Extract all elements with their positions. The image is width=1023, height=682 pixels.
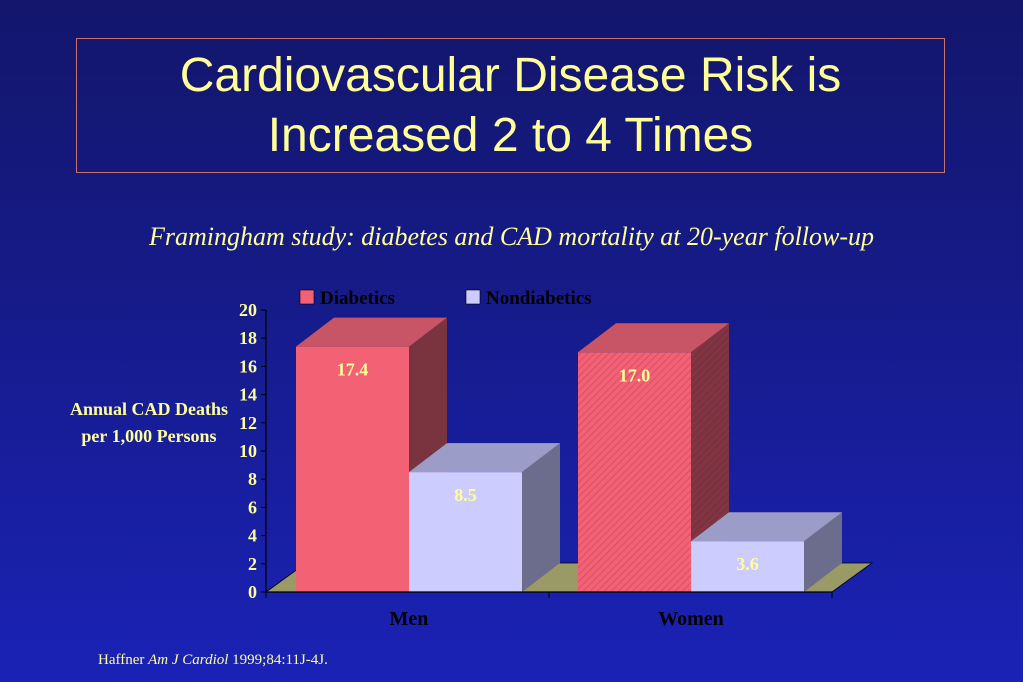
- citation: Haffner Am J Cardiol 1999;84:11J-4J.: [98, 652, 328, 669]
- y-tick-label: 12: [239, 413, 257, 433]
- y-tick-label: 8: [248, 469, 257, 489]
- bar-hatch-front: [578, 352, 691, 592]
- chart-axes: 0 2 4 6 8 10 12 14 16 18 20 Men Women: [239, 300, 833, 630]
- slide-title: Cardiovascular Disease Risk is Increased…: [179, 48, 842, 162]
- y-tick-label: 16: [239, 356, 257, 376]
- y-tick-label: 14: [239, 385, 257, 405]
- y-tick-label: 10: [239, 441, 257, 461]
- bar-nondiabetics-men: 8.5: [409, 443, 560, 592]
- bar-side-face: [522, 443, 560, 592]
- y-axis-label: Annual CAD Deaths per 1,000 Persons: [69, 399, 229, 446]
- legend-swatch-diabetics: [299, 289, 315, 305]
- bar-top-face: [409, 443, 560, 473]
- x-category-label-men: Men: [390, 608, 429, 630]
- legend-label-nondiabetics: Nondiabetics: [486, 288, 592, 309]
- bar-diabetics-women: 17.0: [578, 323, 729, 592]
- chart-bars: 17.4 8.5 17.0 3.6: [296, 317, 842, 592]
- bar-front-face: [409, 472, 522, 592]
- bar-side-face: [804, 512, 842, 592]
- bar-nondiabetics-women: 3.6: [691, 512, 842, 592]
- y-tick-label: 4: [248, 526, 257, 546]
- y-tick-label: 0: [248, 582, 257, 602]
- citation-details: 1999;84:11J-4J.: [228, 652, 328, 668]
- citation-journal: Am J Cardiol: [148, 652, 229, 668]
- y-tick-label: 2: [248, 554, 257, 574]
- legend-label-diabetics: Diabetics: [320, 288, 395, 309]
- bar-top-face: [691, 512, 842, 542]
- data-label-nondiabetics-men: 8.5: [454, 485, 477, 505]
- y-tick-label: 20: [239, 300, 257, 320]
- data-label-diabetics-men: 17.4: [337, 360, 369, 380]
- data-label-diabetics-women: 17.0: [619, 365, 651, 385]
- bar-top-face: [296, 317, 447, 347]
- slide-subtitle: Framingham study: diabetes and CAD morta…: [148, 222, 875, 251]
- legend-swatch-nondiabetics: [465, 289, 481, 305]
- citation-author: Haffner: [98, 652, 149, 668]
- y-tick-label: 18: [239, 328, 257, 348]
- data-label-nondiabetics-women: 3.6: [736, 554, 759, 574]
- bar-front-face: [691, 541, 804, 592]
- y-tick-label: 6: [248, 497, 257, 517]
- title-box: Cardiovascular Disease Risk is Increased…: [76, 38, 945, 173]
- chart-legend: Diabetics Nondiabetics: [299, 288, 592, 309]
- bar-top-face: [578, 323, 729, 353]
- bar-front-face: [296, 346, 409, 592]
- x-category-label-women: Women: [658, 608, 724, 630]
